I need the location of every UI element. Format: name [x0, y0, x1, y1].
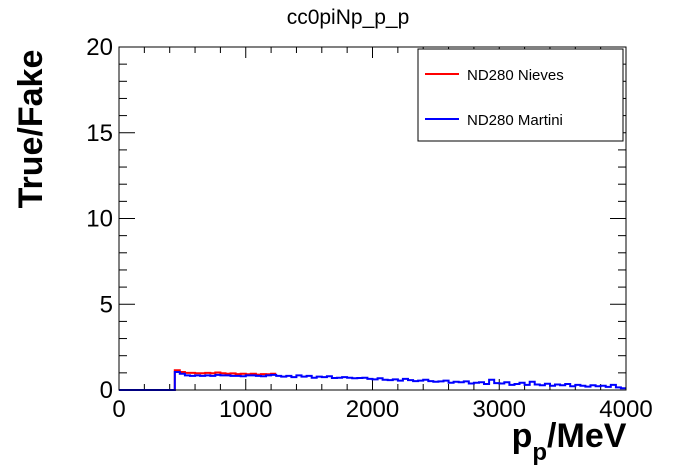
y-axis-label: True/Fake [12, 50, 50, 209]
y-tick-label: 20 [86, 34, 113, 61]
x-tick-label: 1000 [219, 396, 272, 423]
y-tick-label: 0 [100, 377, 113, 404]
x-axis-tick-labels: 0 1000 2000 3000 4000 [112, 396, 652, 423]
legend-label-martini: ND280 Martini [467, 112, 563, 129]
x-axis-label: pp/MeV [512, 417, 627, 466]
x-tick-label: 2000 [346, 396, 399, 423]
y-axis-tick-labels: 0 5 10 15 20 [86, 34, 113, 404]
x-tick-label: 0 [112, 396, 125, 423]
chart-title: cc0piNp_p_p [287, 6, 410, 29]
y-tick-label: 5 [100, 291, 113, 318]
series-line-nd280-nieves [119, 369, 277, 391]
legend-label-nieves: ND280 Nieves [467, 67, 564, 84]
x-tick-label: 3000 [473, 396, 526, 423]
series-line-nd280-martini [119, 371, 626, 391]
plot-frame [118, 46, 627, 391]
y-tick-label: 10 [86, 206, 113, 233]
legend: ND280 Nieves ND280 Martini [417, 48, 624, 142]
x-tick-label: 4000 [599, 396, 652, 423]
y-tick-label: 15 [86, 120, 113, 147]
legend-box [417, 48, 624, 142]
x-axis-label-unit: /MeV [547, 417, 627, 455]
x-axis-label-subscript: p [532, 439, 547, 466]
x-axis-label-main: p [512, 417, 533, 455]
